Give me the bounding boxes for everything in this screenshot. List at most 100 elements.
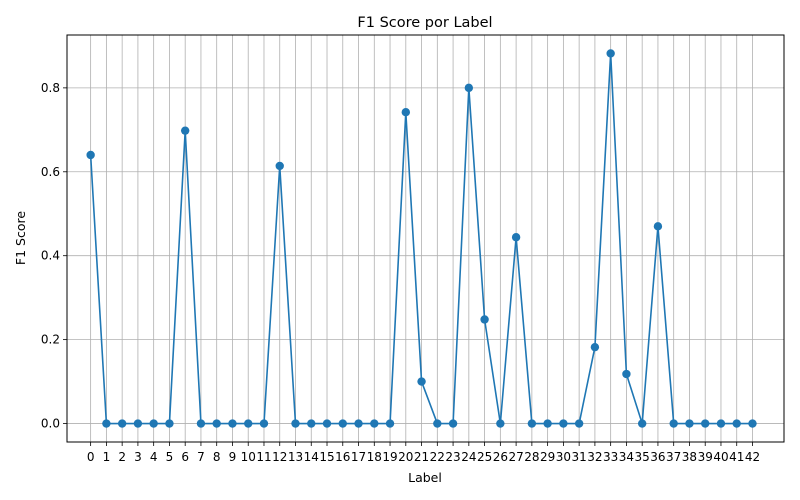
x-tick-label: 34 [619, 450, 634, 464]
y-axis-label: F1 Score [13, 211, 28, 265]
data-point [322, 419, 332, 428]
x-axis-ticks: 0 1 2 3 4 5 6 7 8 9 10 11 12 13 14 15 16 17 18 19 20 21 22 23 24… [87, 442, 760, 464]
data-point [86, 150, 95, 160]
x-tick-label: 3 [134, 450, 142, 464]
x-tick-label: 30 [556, 450, 571, 464]
data-point [480, 315, 489, 324]
x-tick-label: 23 [445, 450, 460, 464]
x-tick-label: 10 [241, 450, 256, 464]
data-point [464, 83, 474, 93]
data-point [417, 377, 426, 386]
x-tick-label: 14 [304, 450, 319, 464]
x-tick-label: 18 [367, 450, 382, 464]
data-point [165, 419, 174, 428]
data-point [275, 161, 284, 171]
x-tick-label: 42 [745, 450, 760, 464]
x-tick-label: 35 [635, 450, 650, 464]
x-tick-label: 6 [181, 450, 189, 464]
x-tick-label: 7 [197, 450, 205, 464]
x-tick-label: 29 [540, 450, 555, 464]
data-point [559, 419, 568, 428]
data-point [212, 419, 221, 428]
data-point [307, 419, 316, 428]
x-tick-label: 26 [493, 450, 508, 464]
data-point [291, 419, 300, 428]
y-tick-label: 0.6 [41, 165, 60, 179]
x-tick-label: 17 [351, 450, 366, 464]
data-point [685, 419, 694, 428]
plot-frame [66, 34, 785, 443]
data-point [748, 419, 757, 428]
data-point [606, 49, 615, 58]
data-point [622, 369, 631, 379]
x-axis-label: Label [408, 470, 442, 485]
x-tick-label: 22 [430, 450, 445, 464]
grid-lines [67, 35, 784, 442]
data-point [133, 419, 143, 428]
x-tick-label: 15 [319, 450, 334, 464]
x-tick-label: 37 [666, 450, 681, 464]
x-tick-label: 12 [272, 450, 287, 464]
data-point [370, 419, 379, 428]
x-tick-label: 36 [650, 450, 665, 464]
x-tick-label: 21 [414, 450, 429, 464]
y-tick-label: 0.0 [41, 417, 60, 431]
data-point [338, 419, 347, 428]
x-tick-label: 20 [398, 450, 413, 464]
data-point [259, 419, 269, 428]
x-tick-label: 31 [572, 450, 587, 464]
x-tick-label: 2 [118, 450, 126, 464]
data-point [543, 419, 552, 428]
x-tick-label: 24 [461, 450, 476, 464]
data-point [401, 108, 411, 117]
x-tick-label: 27 [508, 450, 523, 464]
data-point [196, 419, 206, 428]
data-point [228, 419, 237, 428]
x-tick-label: 9 [229, 450, 237, 464]
data-point [716, 419, 726, 428]
data-point [590, 342, 600, 352]
data-point [496, 419, 505, 428]
y-tick-label: 0.4 [41, 249, 60, 263]
x-tick-label: 4 [150, 450, 158, 464]
f1-series [86, 49, 757, 428]
x-tick-label: 33 [603, 450, 618, 464]
data-point [117, 419, 127, 428]
data-point [448, 419, 458, 428]
data-point [433, 419, 442, 428]
x-tick-label: 41 [729, 450, 744, 464]
x-tick-label: 13 [288, 450, 303, 464]
x-tick-label: 19 [382, 450, 397, 464]
data-point [701, 419, 710, 428]
x-tick-label: 32 [587, 450, 602, 464]
data-point [637, 419, 647, 428]
x-tick-label: 16 [335, 450, 350, 464]
x-tick-label: 25 [477, 450, 492, 464]
x-tick-label: 5 [166, 450, 174, 464]
data-point [669, 419, 678, 428]
x-tick-label: 38 [682, 450, 697, 464]
x-tick-label: 39 [698, 450, 713, 464]
x-tick-label: 11 [256, 450, 271, 464]
x-tick-label: 8 [213, 450, 221, 464]
y-tick-label: 0.8 [41, 81, 60, 95]
data-point [244, 419, 253, 428]
x-tick-label: 40 [713, 450, 728, 464]
data-point [511, 233, 521, 242]
y-axis-ticks: 0.0 0.2 0.4 0.6 0.8 [41, 81, 67, 431]
data-point [385, 419, 395, 428]
data-point [653, 222, 663, 231]
chart-title: F1 Score por Label [357, 15, 492, 31]
data-point [527, 419, 537, 428]
data-point [149, 419, 158, 428]
y-tick-label: 0.2 [41, 333, 60, 347]
x-tick-label: 0 [87, 450, 95, 464]
x-tick-label: 1 [103, 450, 111, 464]
data-point [102, 419, 111, 428]
data-point [180, 126, 190, 135]
data-point [732, 419, 741, 428]
data-point [574, 419, 584, 428]
x-tick-label: 28 [524, 450, 539, 464]
data-point [354, 419, 363, 428]
